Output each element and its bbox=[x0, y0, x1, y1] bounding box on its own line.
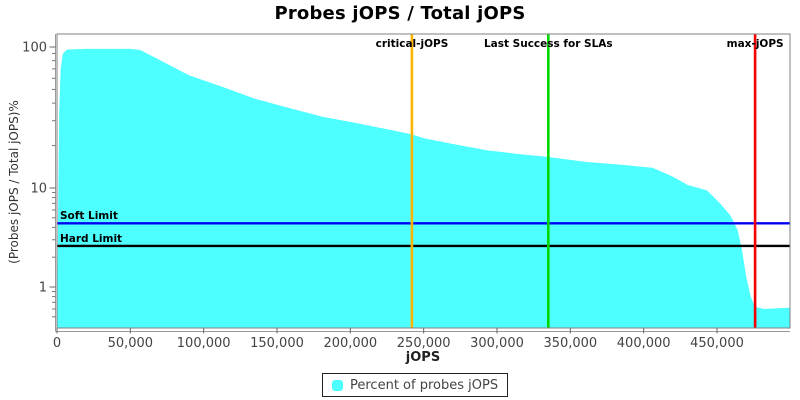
vline-label-last-success-for-slas: Last Success for SLAs bbox=[484, 38, 613, 50]
hline-label-hard-limit: Hard Limit bbox=[60, 233, 122, 245]
vline-label-critical-jops: critical-jOPS bbox=[376, 38, 449, 50]
x-tick-label: 350,000 bbox=[543, 336, 597, 351]
legend-marker-icon bbox=[332, 379, 343, 391]
legend-box: Percent of probes jOPS bbox=[322, 373, 509, 397]
hline-label-soft-limit: Soft Limit bbox=[60, 210, 118, 222]
x-tick-label: 400,000 bbox=[617, 336, 671, 351]
legend-label: Percent of probes jOPS bbox=[350, 377, 499, 393]
x-tick-label: 150,000 bbox=[250, 336, 304, 351]
chart-title: Probes jOPS / Total jOPS bbox=[274, 3, 526, 24]
y-tick-label: 1 bbox=[39, 281, 47, 296]
x-tick-label: 450,000 bbox=[690, 336, 744, 351]
y-axis-label: (Probes jOPS / Total jOPS)% bbox=[7, 100, 21, 264]
x-tick-label: 0 bbox=[53, 336, 61, 351]
y-tick-label: 100 bbox=[22, 41, 47, 56]
vline-label-max-jops: max-jOPS bbox=[727, 38, 784, 50]
x-tick-label: 200,000 bbox=[323, 336, 377, 351]
area-series-percent-probes-jops bbox=[57, 48, 791, 329]
x-tick-label: 100,000 bbox=[177, 336, 231, 351]
x-tick-label: 300,000 bbox=[470, 336, 524, 351]
y-tick-label: 10 bbox=[30, 182, 47, 197]
x-tick-label: 50,000 bbox=[108, 336, 154, 351]
x-tick-label: 250,000 bbox=[397, 336, 451, 351]
x-axis-label: jOPS bbox=[405, 350, 441, 365]
